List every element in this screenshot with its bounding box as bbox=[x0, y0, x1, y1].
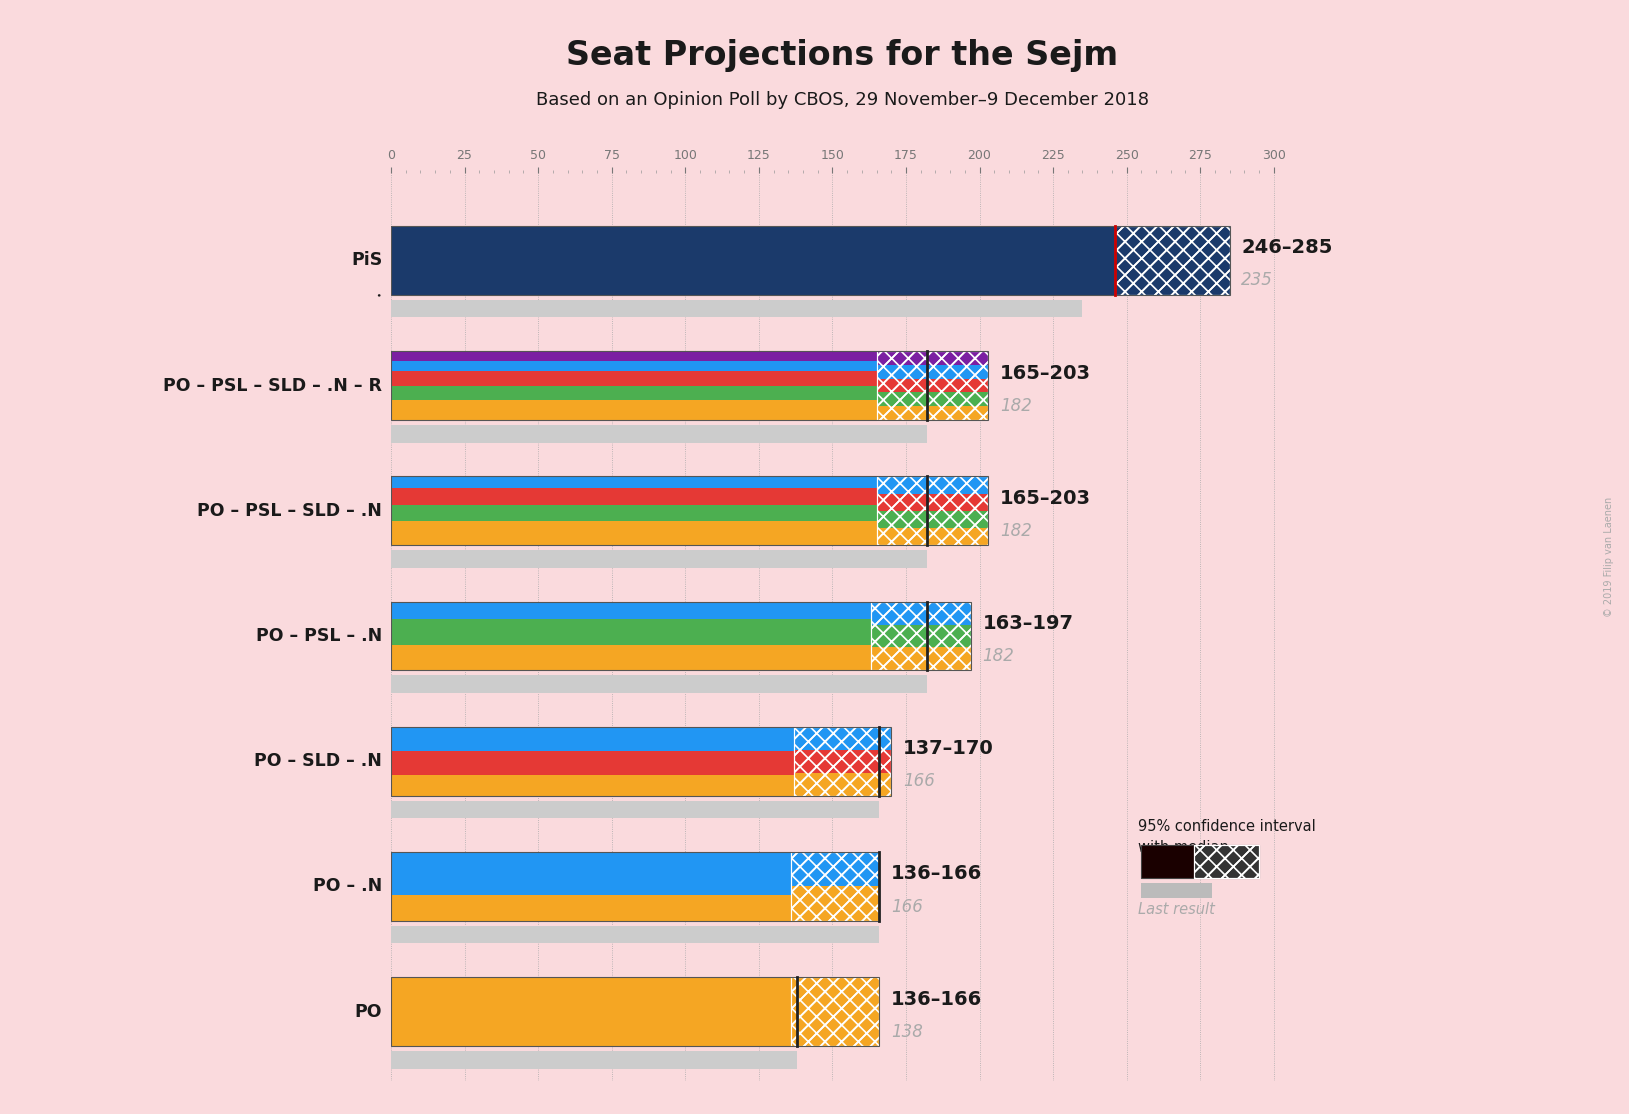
Bar bbox=[870, 625, 971, 647]
Bar bbox=[391, 400, 876, 420]
Bar bbox=[876, 511, 989, 528]
Bar bbox=[391, 477, 876, 488]
Bar bbox=[1194, 846, 1259, 878]
Bar bbox=[391, 371, 876, 385]
Text: Seat Projections for the Sejm: Seat Projections for the Sejm bbox=[567, 39, 1117, 72]
Text: PO – PSL – SLD – .N – R: PO – PSL – SLD – .N – R bbox=[163, 377, 383, 394]
Bar bbox=[391, 521, 876, 545]
Bar bbox=[391, 1052, 797, 1068]
Text: PO: PO bbox=[355, 1003, 383, 1020]
Text: PiS: PiS bbox=[350, 252, 383, 270]
Bar bbox=[1194, 846, 1259, 878]
Bar bbox=[876, 477, 989, 494]
Bar bbox=[793, 773, 891, 795]
Bar bbox=[876, 477, 989, 545]
Bar bbox=[391, 426, 927, 442]
Bar bbox=[391, 852, 880, 921]
Bar bbox=[1114, 226, 1230, 295]
Bar bbox=[792, 852, 880, 921]
Bar bbox=[793, 726, 891, 795]
Text: 166: 166 bbox=[891, 898, 924, 916]
Bar bbox=[876, 379, 989, 392]
Bar bbox=[792, 977, 880, 1046]
Bar bbox=[391, 477, 989, 545]
Bar bbox=[391, 619, 870, 645]
Text: 182: 182 bbox=[1000, 397, 1033, 414]
Text: PO – PSL – SLD – .N: PO – PSL – SLD – .N bbox=[197, 501, 383, 520]
Bar bbox=[870, 602, 971, 625]
Bar bbox=[391, 852, 792, 895]
Text: 182: 182 bbox=[1000, 521, 1033, 540]
Bar bbox=[391, 602, 971, 671]
Bar bbox=[876, 407, 989, 420]
Bar bbox=[1194, 846, 1259, 878]
Bar bbox=[792, 977, 880, 1046]
Bar bbox=[792, 977, 880, 1046]
Text: Last result: Last result bbox=[1139, 901, 1215, 917]
Bar bbox=[391, 926, 880, 944]
Bar bbox=[391, 226, 1114, 295]
Bar bbox=[391, 675, 927, 693]
Text: PO – PSL – .N: PO – PSL – .N bbox=[256, 627, 383, 645]
Bar bbox=[793, 726, 891, 795]
Bar bbox=[391, 351, 989, 420]
Bar bbox=[792, 852, 880, 921]
Bar bbox=[870, 647, 971, 671]
Bar bbox=[1114, 226, 1230, 295]
Bar bbox=[391, 645, 870, 671]
Bar bbox=[391, 726, 793, 751]
Text: with median: with median bbox=[1139, 840, 1230, 856]
Bar bbox=[391, 602, 870, 619]
Bar bbox=[391, 977, 880, 1046]
Text: 246–285: 246–285 bbox=[1241, 238, 1333, 257]
Text: © 2019 Filip van Laenen: © 2019 Filip van Laenen bbox=[1605, 497, 1614, 617]
Text: Based on an Opinion Poll by CBOS, 29 November–9 December 2018: Based on an Opinion Poll by CBOS, 29 Nov… bbox=[536, 91, 1148, 109]
Bar bbox=[391, 550, 927, 568]
Bar bbox=[792, 852, 880, 887]
Bar bbox=[391, 977, 792, 1046]
Text: PO – .N: PO – .N bbox=[313, 878, 383, 896]
Bar bbox=[876, 528, 989, 545]
Bar bbox=[391, 505, 876, 521]
Bar bbox=[876, 494, 989, 511]
Text: 136–166: 136–166 bbox=[891, 864, 982, 883]
Text: 138: 138 bbox=[891, 1023, 924, 1040]
Bar bbox=[391, 895, 792, 921]
Text: 95% confidence interval: 95% confidence interval bbox=[1139, 819, 1316, 834]
Bar bbox=[876, 351, 989, 420]
Bar bbox=[1142, 882, 1212, 898]
Bar bbox=[876, 365, 989, 379]
Text: 166: 166 bbox=[902, 772, 935, 790]
Bar bbox=[1114, 226, 1230, 295]
Text: 137–170: 137–170 bbox=[902, 740, 994, 759]
Bar bbox=[876, 477, 989, 545]
Text: PO – SLD – .N: PO – SLD – .N bbox=[254, 752, 383, 770]
Bar bbox=[876, 351, 989, 420]
Bar bbox=[870, 602, 971, 671]
Bar bbox=[391, 351, 876, 361]
Bar bbox=[391, 226, 1230, 295]
Bar bbox=[870, 602, 971, 671]
Text: 235: 235 bbox=[1241, 272, 1274, 290]
Text: 136–166: 136–166 bbox=[891, 989, 982, 1008]
Text: 165–203: 165–203 bbox=[1000, 363, 1091, 382]
Bar bbox=[391, 361, 876, 371]
Bar bbox=[1142, 846, 1194, 878]
Bar bbox=[792, 887, 880, 921]
Bar bbox=[391, 775, 793, 795]
Text: 163–197: 163–197 bbox=[982, 614, 1074, 633]
Bar bbox=[876, 392, 989, 407]
Text: 182: 182 bbox=[982, 647, 1015, 665]
Bar bbox=[391, 726, 891, 795]
Bar bbox=[793, 726, 891, 750]
Text: 165–203: 165–203 bbox=[1000, 489, 1091, 508]
Bar bbox=[391, 488, 876, 505]
Bar bbox=[391, 801, 880, 818]
Bar bbox=[391, 300, 1083, 317]
Bar bbox=[876, 351, 989, 365]
Bar bbox=[391, 751, 793, 775]
Bar bbox=[391, 385, 876, 400]
Bar bbox=[793, 750, 891, 773]
